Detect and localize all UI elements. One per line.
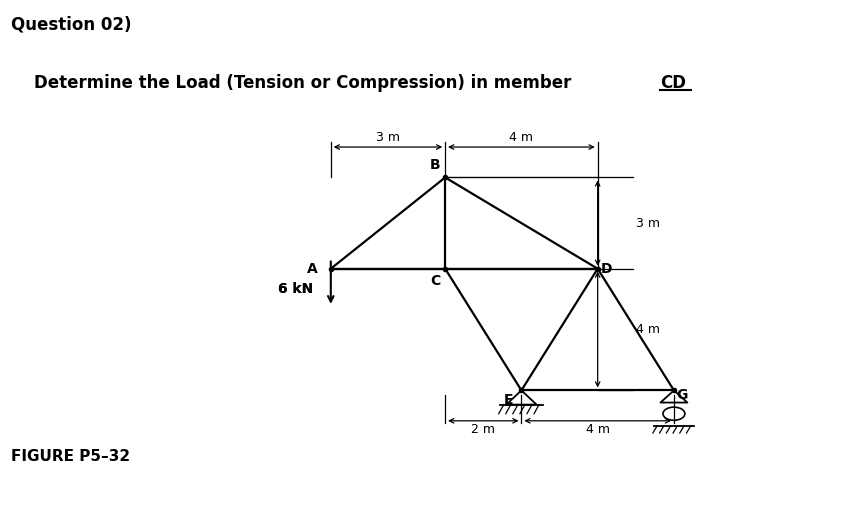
Text: 4 m: 4 m <box>636 323 659 336</box>
Text: E: E <box>504 392 514 407</box>
Text: FIGURE P5–32: FIGURE P5–32 <box>11 449 130 464</box>
Text: Determine the Load (Tension or Compression) in member: Determine the Load (Tension or Compressi… <box>34 74 577 92</box>
Text: 6 kN: 6 kN <box>278 282 313 296</box>
Text: C: C <box>430 274 440 288</box>
Text: 3 m: 3 m <box>376 131 400 144</box>
Text: 4 m: 4 m <box>510 131 533 144</box>
Text: 3 m: 3 m <box>636 216 659 230</box>
Text: Question 02): Question 02) <box>11 15 131 33</box>
Text: CD: CD <box>660 74 686 92</box>
Text: 4 m: 4 m <box>585 423 610 437</box>
Text: G: G <box>677 388 688 403</box>
Text: B: B <box>430 158 441 172</box>
Text: D: D <box>600 262 612 276</box>
Text: 6 kN: 6 kN <box>278 282 313 296</box>
Text: 2 m: 2 m <box>471 423 495 437</box>
Text: A: A <box>307 262 318 276</box>
